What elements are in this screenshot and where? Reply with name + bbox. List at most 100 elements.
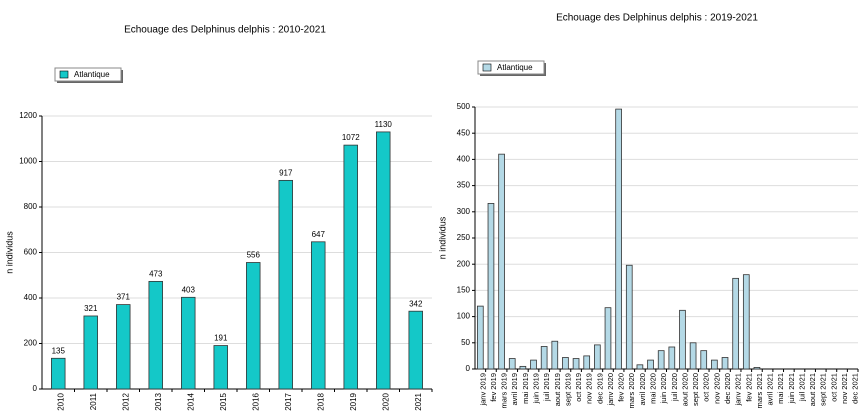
legend-swatch [59,70,69,79]
x-tick-label: sept 2020 [691,373,700,406]
x-tick-label: juil 2019 [542,373,551,402]
x-tick-label: oct 2019 [574,373,583,402]
x-tick-label: 2016 [251,392,260,410]
data-label: 135 [52,346,66,355]
bar [572,358,580,370]
legend-label: Atlantique [74,70,110,79]
bar [246,262,261,390]
x-tick-label: avril 2021 [766,373,775,406]
y-tick-label: 1000 [19,157,37,166]
y-tick-label: 600 [24,248,38,257]
bar [636,364,644,370]
x-tick-label: dec 2020 [723,373,732,404]
x-tick-label: 2021 [414,392,423,410]
y-tick-label: 350 [457,181,471,190]
chart-title: Echouage des Delphinus delphis : 2019-20… [556,13,758,24]
bar [583,355,591,370]
data-label: 191 [214,334,228,343]
y-tick-label: 150 [457,286,471,295]
x-tick-label: avril 2019 [510,373,519,406]
bar [732,277,739,370]
y-tick-label: 500 [457,102,471,111]
data-label: 321 [84,304,98,313]
x-tick-label: dec 2021 [851,373,860,404]
y-tick-label: 300 [457,207,471,216]
bar [51,357,66,390]
bar [647,359,654,370]
bar [498,153,505,370]
x-tick-label: fev 2020 [617,373,626,402]
x-tick-label: mars 2021 [755,373,764,408]
data-label: 1130 [375,120,393,129]
chart-title: Echouage des Delphinus delphis : 2010-20… [124,25,326,36]
x-tick-label: juin 2019 [531,373,540,404]
x-tick-label: nov 2019 [585,373,594,404]
x-tick-label: sept 2019 [563,373,572,406]
legend-label: Atlantique [497,63,533,72]
bar [615,108,622,370]
x-tick-label: 2019 [349,392,358,410]
x-tick-label: 2020 [381,392,390,410]
x-tick-label: 2010 [56,392,65,410]
bar [700,350,708,370]
x-tick-label: dec 2019 [595,373,604,404]
data-label: 371 [117,293,131,302]
bar [721,357,729,370]
bar [657,350,665,370]
x-tick-label: 2014 [186,392,195,410]
x-tick-label: aout 2020 [680,373,689,406]
x-tick-label: 2011 [89,392,98,410]
x-tick-label: fev 2021 [744,373,753,402]
bar [679,309,686,370]
data-label: 403 [182,285,196,294]
bar [408,310,423,390]
y-axis-label: n individus [4,231,14,274]
x-tick-label: nov 2020 [712,373,721,404]
x-tick-label: 2018 [316,392,325,410]
bar [148,280,163,390]
x-tick-label: janv 2021 [734,373,743,407]
y-tick-label: 200 [24,339,38,348]
bar [181,296,196,390]
data-label: 556 [247,251,261,260]
bar [753,367,761,370]
legend-box [54,67,122,82]
x-tick-label: nov 2021 [840,373,849,404]
x-tick-label: mars 2020 [627,373,636,408]
legend-swatch [482,63,492,72]
data-label: 473 [149,270,163,279]
y-tick-label: 0 [33,384,38,393]
bar [508,358,516,370]
x-tick-label: mai 2021 [776,373,785,404]
bar [604,307,612,370]
bar [116,304,131,390]
x-tick-label: mai 2019 [521,373,530,404]
x-tick-label: janv 2019 [478,373,487,407]
x-tick-label: juil 2020 [670,373,679,402]
x-tick-label: oct 2021 [829,373,838,402]
y-tick-label: 400 [457,155,471,164]
bar [689,342,697,370]
bar [343,144,358,390]
y-tick-label: 800 [24,202,38,211]
bar [594,344,601,370]
x-tick-label: 2015 [219,392,228,410]
bar [376,131,391,390]
x-tick-label: 2017 [284,392,293,410]
bar [213,345,228,390]
y-tick-label: 250 [457,233,471,242]
data-label: 917 [279,168,293,177]
x-tick-label: mars 2019 [500,373,509,408]
bar [476,305,484,370]
bar [530,359,537,370]
x-tick-label: avril 2020 [638,373,647,406]
bar [311,241,326,390]
x-tick-label: sept 2021 [819,373,828,406]
bar [625,264,633,370]
bar [83,315,98,390]
x-tick-label: aout 2019 [553,373,562,406]
data-label: 342 [409,299,423,308]
x-tick-label: juin 2020 [659,373,668,404]
x-tick-label: juil 2021 [797,373,806,402]
